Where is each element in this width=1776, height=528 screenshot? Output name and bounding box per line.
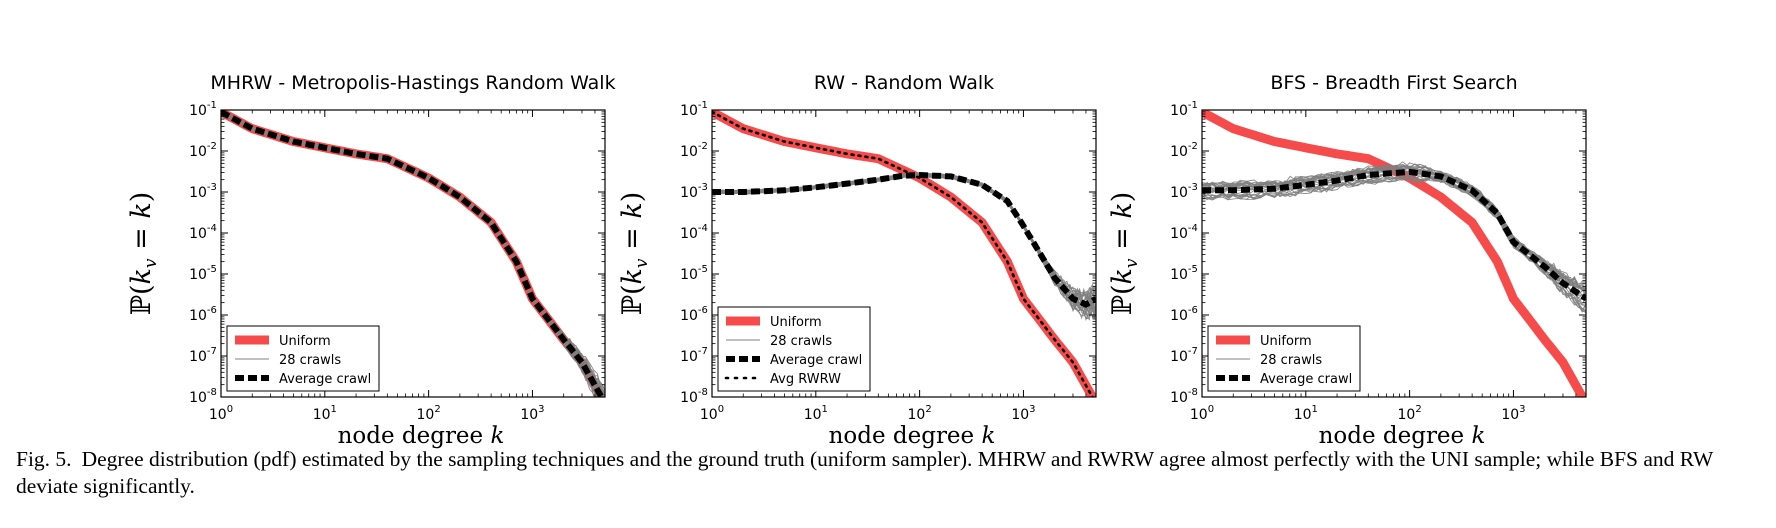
series-28-crawls: [1202, 161, 1586, 314]
panel-title: MHRW - Metropolis-Hastings Random Walk: [210, 72, 615, 94]
y-tick-label: 10-7: [189, 346, 217, 365]
crawl-line: [1202, 164, 1586, 291]
crawl-line: [712, 174, 1096, 310]
y-tick-label: 10-2: [680, 141, 708, 160]
axes-frame: [1201, 109, 1587, 398]
y-axis-label: ℙ(kv = k): [617, 192, 652, 316]
y-tick-label: 10-8: [189, 387, 217, 406]
crawl-line: [712, 174, 1096, 313]
x-tick-label: 100: [209, 404, 233, 423]
x-tick-label: 103: [1501, 404, 1525, 423]
chart-panel-rw: RW - Random Walk 100 101 102 103 10-1 10-2 10-3…: [617, 72, 1097, 449]
y-tick-label: 10-7: [1170, 346, 1198, 365]
x-tick-label: 100: [700, 404, 724, 423]
crawl-line: [1202, 169, 1586, 299]
legend-label: 28 crawls: [279, 353, 341, 368]
caption-label: Fig. 5.: [16, 447, 72, 471]
crawl-line: [712, 174, 1096, 310]
y-tick-label: 10-6: [680, 305, 708, 324]
y-tick-label: 10-1: [189, 100, 217, 119]
legend-label: Avg RWRW: [770, 372, 841, 387]
panel-title: RW - Random Walk: [814, 72, 994, 94]
crawl-line: [712, 174, 1096, 314]
y-tick-label: 10-5: [189, 264, 217, 283]
x-axis-label: node degree k: [338, 423, 505, 449]
crawl-line: [712, 174, 1096, 312]
legend-label: Average crawl: [770, 353, 862, 368]
y-axis-label: ℙ(kv = k): [1107, 192, 1142, 316]
axes-frame: [711, 109, 1097, 398]
y-tick-label: 10-4: [1170, 223, 1198, 242]
y-tick-label: 10-4: [189, 223, 217, 242]
legend: Uniform 28 crawls Average crawl: [1207, 325, 1361, 392]
crawl-line: [712, 175, 1096, 315]
crawl-line: [1202, 164, 1586, 292]
legend-label: 28 crawls: [770, 334, 832, 349]
crawl-line: [712, 174, 1096, 316]
y-tick-label: 10-5: [1170, 264, 1198, 283]
x-tick-label: 101: [804, 404, 828, 423]
y-tick-label: 10-2: [1170, 141, 1198, 160]
y-tick-label: 10-7: [680, 346, 708, 365]
plot-area: [221, 110, 605, 397]
panel-title: BFS - Breadth First Search: [1270, 72, 1517, 94]
crawl-line: [712, 174, 1096, 307]
series-average-crawl: [1202, 168, 1586, 302]
legend-label: Average crawl: [279, 372, 371, 387]
crawl-line: [1202, 178, 1586, 313]
y-axis-label: ℙ(kv = k): [126, 192, 161, 316]
x-tick-label: 101: [313, 404, 337, 423]
y-tick-label: 10-8: [680, 387, 708, 406]
figure-caption: Fig. 5. Degree distribution (pdf) estimat…: [16, 446, 1756, 500]
series-avg-rwrw: [712, 110, 1094, 397]
legend-label: Uniform: [1260, 334, 1312, 349]
y-tick-label: 10-3: [1170, 182, 1198, 201]
legend-label: Uniform: [279, 334, 331, 349]
chart-panel-bfs: BFS - Breadth First Search 100 101 102 103 10…: [1107, 72, 1587, 449]
y-tick-label: 10-6: [189, 305, 217, 324]
crawl-line: [1202, 172, 1586, 305]
plot-area: [1202, 110, 1586, 397]
crawl-line: [712, 174, 1096, 312]
x-tick-label: 102: [417, 404, 441, 423]
crawl-line: [712, 174, 1096, 307]
y-tick-label: 10-1: [1170, 100, 1198, 119]
legend: Uniform 28 crawls Average crawl: [226, 325, 380, 392]
y-tick-label: 10-2: [189, 141, 217, 160]
x-tick-label: 103: [1011, 404, 1035, 423]
x-tick-label: 103: [520, 404, 544, 423]
legend-label: Average crawl: [1260, 372, 1352, 387]
y-tick-label: 10-6: [1170, 305, 1198, 324]
x-tick-label: 102: [908, 404, 932, 423]
crawl-line: [712, 173, 1096, 307]
crawl-line: [1202, 174, 1586, 314]
x-axis-label: node degree k: [829, 423, 996, 449]
y-tick-label: 10-3: [680, 182, 708, 201]
series-uniform: [1202, 110, 1586, 397]
x-tick-label: 101: [1294, 404, 1318, 423]
legend: Uniform 28 crawls Average crawl Avg RWRW: [717, 306, 871, 392]
y-tick-label: 10-8: [1170, 387, 1198, 406]
y-tick-label: 10-5: [680, 264, 708, 283]
y-tick-label: 10-4: [680, 223, 708, 242]
crawl-line: [712, 174, 1096, 313]
series-average-crawl: [712, 171, 1096, 308]
x-axis-label: node degree k: [1319, 423, 1486, 449]
axes-frame: [220, 109, 606, 398]
caption-text: Degree distribution (pdf) estimated by t…: [16, 447, 1713, 498]
y-tick-label: 10-3: [189, 182, 217, 201]
legend-label: 28 crawls: [1260, 353, 1322, 368]
y-tick-label: 10-1: [680, 100, 708, 119]
x-tick-label: 102: [1398, 404, 1422, 423]
plot-area: [712, 110, 1096, 397]
x-tick-label: 100: [1190, 404, 1214, 423]
legend-label: Uniform: [770, 315, 822, 330]
crawl-line: [1202, 176, 1586, 312]
series-average-crawl: [221, 110, 605, 397]
crawl-line: [712, 174, 1096, 311]
chart-panel-mhrw: MHRW - Metropolis-Hastings Random Walk 10…: [126, 72, 616, 449]
